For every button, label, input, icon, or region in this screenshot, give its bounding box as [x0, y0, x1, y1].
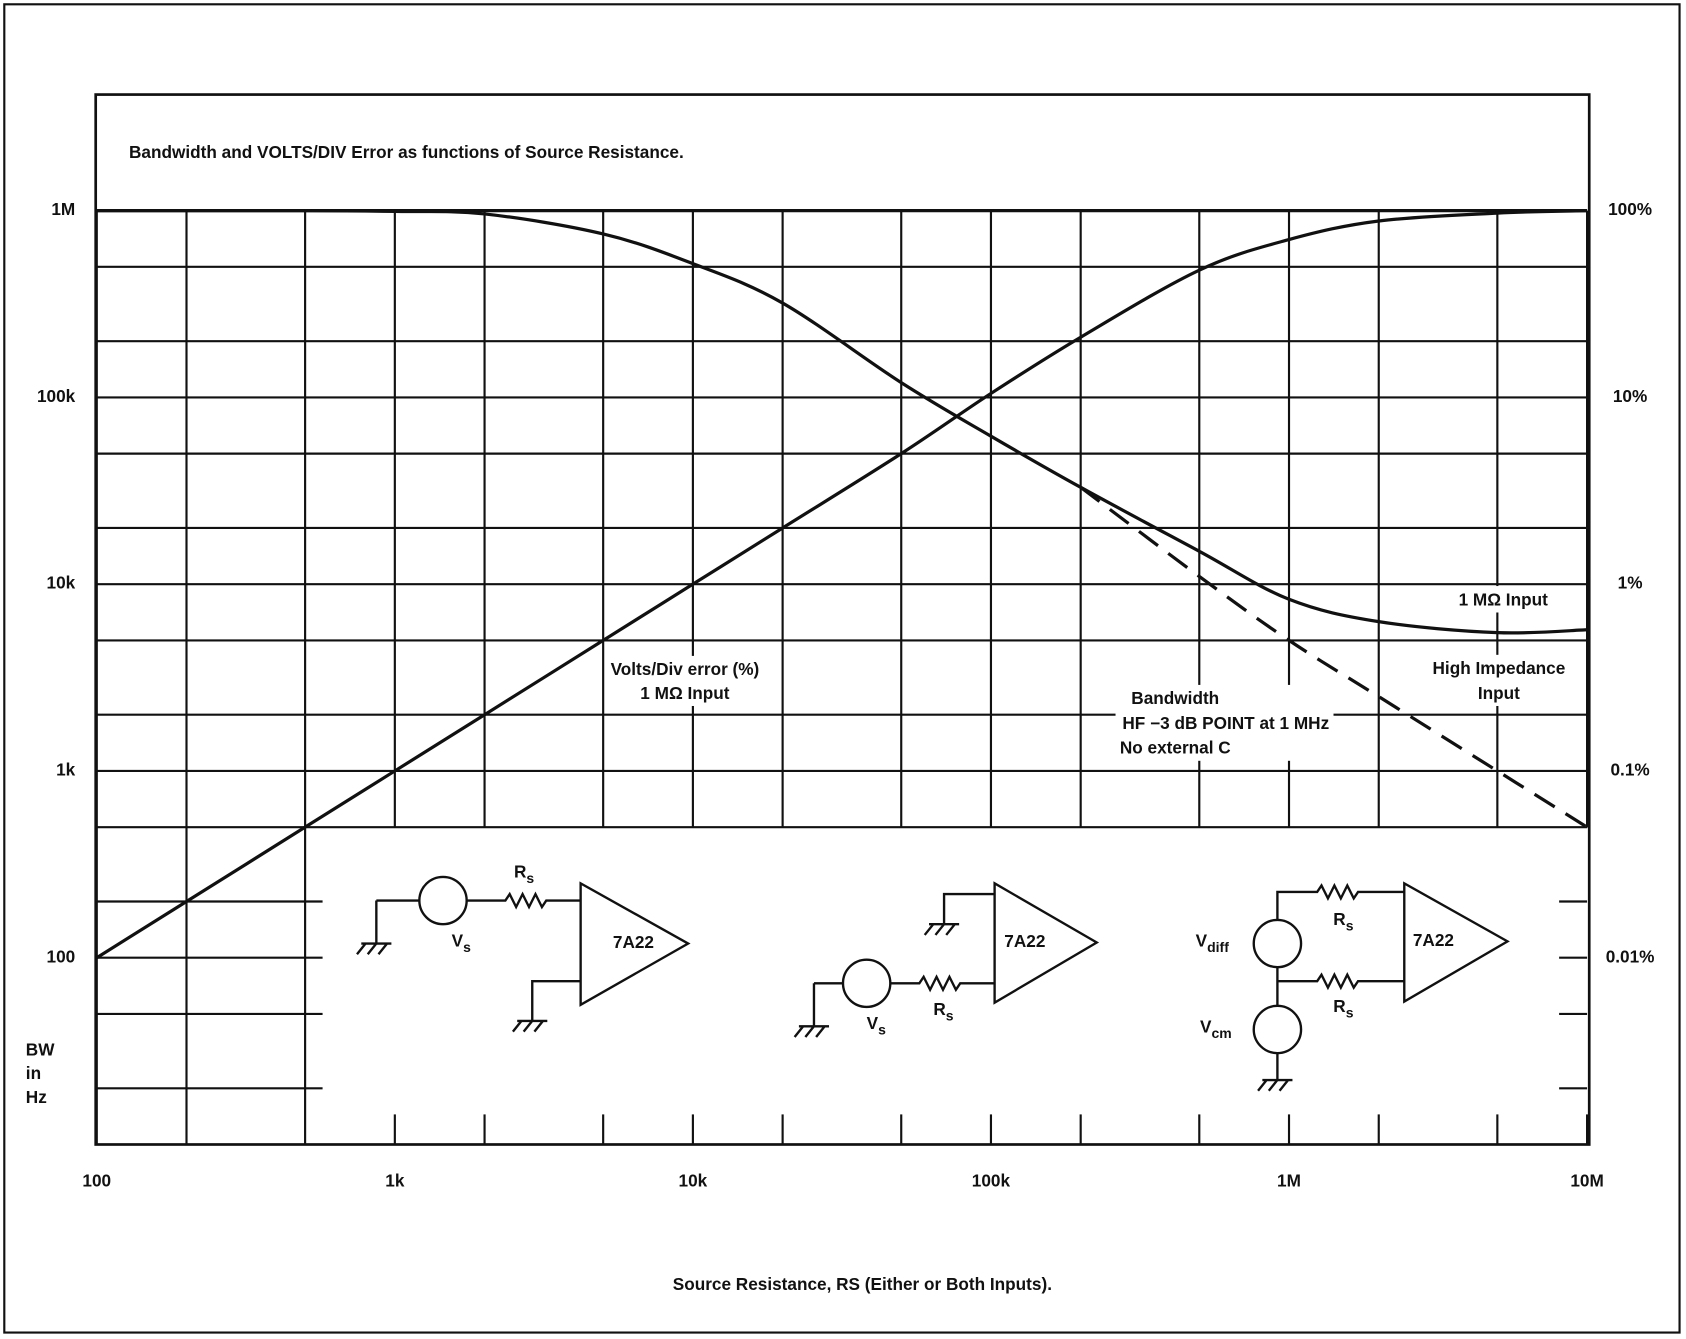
y2-tick-label: 10%: [1613, 386, 1647, 406]
y2-tick-label: 0.01%: [1606, 946, 1655, 966]
y-axis-label: Hz: [26, 1087, 47, 1107]
annotation: 1 MΩ Input: [1454, 586, 1553, 613]
y-axis-label: BW: [26, 1040, 55, 1060]
resistor-label: Rs: [1333, 908, 1353, 933]
y-tick-label: 1M: [51, 199, 75, 219]
y-tick-label: 100: [47, 946, 76, 966]
resistor-label: Rs: [514, 861, 534, 886]
series-line: [95, 209, 1588, 960]
annotation-text: 1 MΩ Input: [640, 683, 730, 703]
resistor-label: Rs: [933, 999, 953, 1024]
x-tick-label: 1M: [1277, 1171, 1301, 1191]
annotation-text: Bandwidth: [1131, 688, 1219, 708]
circuit: 7A22 Vs Rs: [793, 881, 1100, 1038]
source-label: Vs: [867, 1013, 886, 1038]
amplifier-label: 7A22: [1413, 930, 1454, 950]
annotation-text: No external C: [1120, 738, 1231, 758]
annotation-text: Input: [1478, 683, 1520, 703]
plot-border: [94, 93, 1591, 1146]
x-tick-label: 100: [82, 1171, 111, 1191]
y-tick-label: 100k: [37, 386, 76, 406]
annotation: Bandwidth HF −3 dB POINT at 1 MHz No exter…: [1115, 684, 1334, 761]
series-line: [1079, 486, 1588, 829]
y2-tick-label: 1%: [1618, 573, 1643, 593]
series-line: [96, 208, 1588, 635]
annotation-background: [606, 655, 764, 706]
x-tick-label: 10M: [1570, 1171, 1603, 1191]
y-tick-label: 1k: [56, 759, 76, 779]
annotation-background: [1454, 586, 1553, 613]
annotation-text: 1 MΩ Input: [1459, 589, 1549, 609]
y-tick-label: 10k: [47, 573, 76, 593]
source-label: Vcm: [1200, 1016, 1232, 1041]
y2-tick-label: 0.1%: [1610, 759, 1649, 779]
y2-tick-label: 100%: [1608, 199, 1652, 219]
source-label: Vdiff: [1196, 930, 1230, 955]
source-label: Vs: [452, 930, 471, 955]
amplifier-label: 7A22: [1004, 931, 1045, 951]
amplifier-label: 7A22: [613, 932, 654, 952]
annotation-text: Volts/Div error (%): [611, 659, 760, 679]
annotation: High Impedance Input: [1428, 654, 1570, 706]
annotation-background: [1115, 684, 1334, 761]
resistor-label: Rs: [1333, 995, 1353, 1020]
annotation-text: HF −3 dB POINT at 1 MHz: [1122, 713, 1329, 733]
annotation: Volts/Div error (%) 1 MΩ Input: [606, 655, 764, 706]
circuit: 7A22 Rs Vs: [356, 861, 691, 1033]
y-axis-label: in: [26, 1063, 41, 1083]
circuit: 7A22 Vdiff Rs Rs Vcm: [1196, 881, 1510, 1092]
outer-border: [3, 3, 1681, 1334]
x-tick-label: 100k: [972, 1171, 1011, 1191]
x-tick-label: 10k: [679, 1171, 708, 1191]
chart-title: Bandwidth and VOLTS/DIV Error as functio…: [129, 142, 684, 162]
x-tick-label: 1k: [385, 1171, 405, 1191]
x-axis-label: Source Resistance, RS (Either or Both In…: [673, 1274, 1052, 1294]
annotation-background: [1428, 654, 1570, 706]
annotation-text: High Impedance: [1433, 658, 1566, 678]
